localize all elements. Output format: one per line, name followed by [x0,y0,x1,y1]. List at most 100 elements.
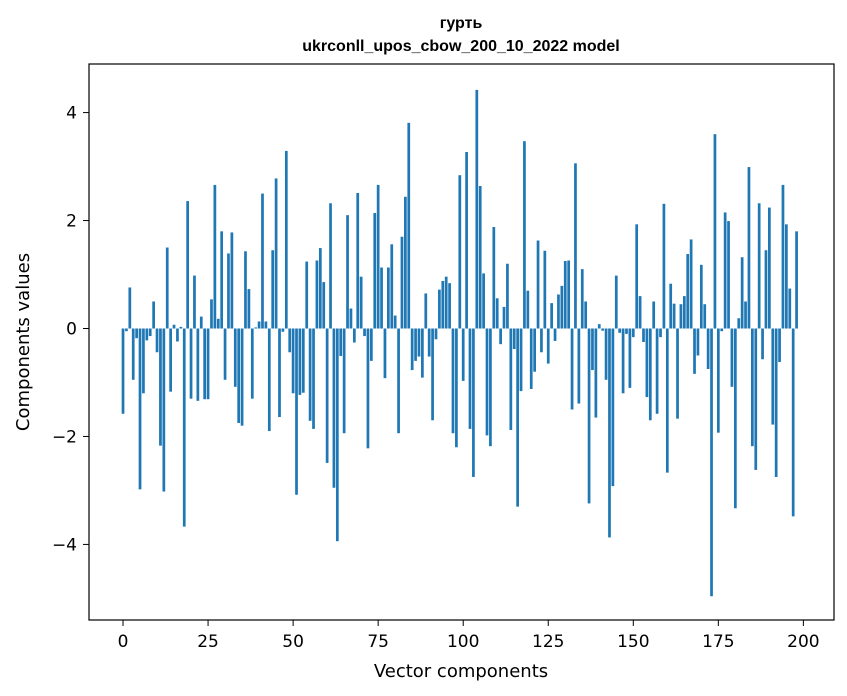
bar-component-11 [159,328,162,446]
bar-component-151 [635,224,639,329]
bar-component-140 [597,324,601,329]
bar-component-138 [591,328,594,371]
bar-component-142 [604,328,608,380]
bar-component-191 [771,328,775,425]
bar-component-27 [213,184,217,329]
bar-component-57 [315,260,319,329]
bar-component-26 [210,299,213,329]
bar-component-196 [788,288,792,329]
bar-component-73 [369,328,373,361]
bar-component-91 [431,328,434,421]
bar-component-121 [533,328,536,372]
bar-component-71 [363,328,366,337]
x-tick-label: 75 [367,632,389,652]
bar-component-177 [723,212,727,329]
bar-component-65 [342,328,346,434]
bar-component-80 [393,315,397,329]
bars-group [121,89,798,597]
bar-component-145 [614,275,618,329]
y-tick-label: −2 [52,427,77,447]
bar-component-120 [529,328,533,389]
bar-component-19 [186,201,190,329]
bar-component-130 [563,261,567,329]
bar-component-179 [730,328,734,387]
bar-component-5 [138,328,142,490]
bar-component-159 [662,203,666,329]
bar-component-98 [455,328,458,448]
bar-component-188 [761,328,764,360]
bar-component-89 [424,293,428,329]
bar-component-30 [223,328,227,380]
bar-component-16 [176,328,179,342]
bar-component-7 [145,328,149,341]
bar-component-169 [696,328,700,356]
bar-component-4 [135,328,138,339]
bar-component-33 [233,328,237,387]
bar-component-0 [121,328,125,414]
x-tick-label: 175 [702,632,734,652]
bar-component-150 [631,328,635,338]
bar-component-81 [397,328,400,434]
x-tick-label: 100 [447,632,479,652]
bar-component-147 [621,328,625,394]
bar-component-122 [536,240,540,329]
bar-component-58 [318,248,322,329]
bar-component-66 [346,215,349,329]
bar-component-162 [672,303,676,329]
bar-component-180 [733,328,737,509]
bar-component-127 [553,328,557,341]
bar-component-143 [608,328,611,538]
bar-component-31 [227,253,230,329]
bar-component-190 [768,207,771,329]
bar-component-135 [580,269,584,329]
bar-component-114 [509,328,513,430]
bar-component-40 [257,321,261,329]
bar-component-158 [659,328,662,338]
bar-component-54 [305,261,309,329]
bar-component-102 [468,328,472,429]
bar-component-160 [665,328,669,473]
bar-component-141 [601,328,605,331]
x-tick-label: 200 [787,632,819,652]
bar-component-126 [550,303,554,329]
bar-component-178 [727,221,730,329]
bar-component-149 [628,328,632,388]
bar-component-116 [516,328,519,507]
bar-component-95 [444,276,448,329]
x-tick-label: 50 [282,632,304,652]
bar-component-55 [308,328,312,421]
bar-component-35 [240,328,244,426]
bar-component-84 [407,122,411,329]
bar-component-161 [669,283,673,329]
chart-title-line2: ukrconll_upos_cbow_200_10_2022 model [302,38,619,55]
bar-component-189 [764,250,768,329]
bar-component-99 [458,175,462,329]
bar-component-2 [128,287,132,329]
bar-component-123 [540,328,543,353]
bar-component-97 [451,328,455,434]
bar-component-92 [434,328,438,340]
bar-component-115 [512,328,516,350]
bar-component-183 [744,301,747,329]
bar-component-49 [288,328,292,353]
bar-component-111 [499,328,502,345]
bar-component-3 [131,328,135,380]
bar-component-34 [237,328,241,423]
bar-component-128 [557,294,560,329]
bar-component-52 [298,328,302,395]
bar-component-185 [751,328,754,447]
x-tick-label: 25 [197,632,219,652]
bar-component-21 [193,275,196,329]
bar-component-113 [506,263,509,329]
bar-component-48 [284,150,288,329]
bar-component-10 [155,328,159,353]
bar-component-9 [152,301,155,329]
bar-component-139 [594,328,598,418]
bar-component-75 [376,184,380,329]
bar-component-12 [162,328,166,492]
y-tick-label: 4 [66,104,77,124]
plot-frame [88,63,835,621]
bar-component-79 [390,244,394,329]
bar-component-37 [247,289,251,329]
